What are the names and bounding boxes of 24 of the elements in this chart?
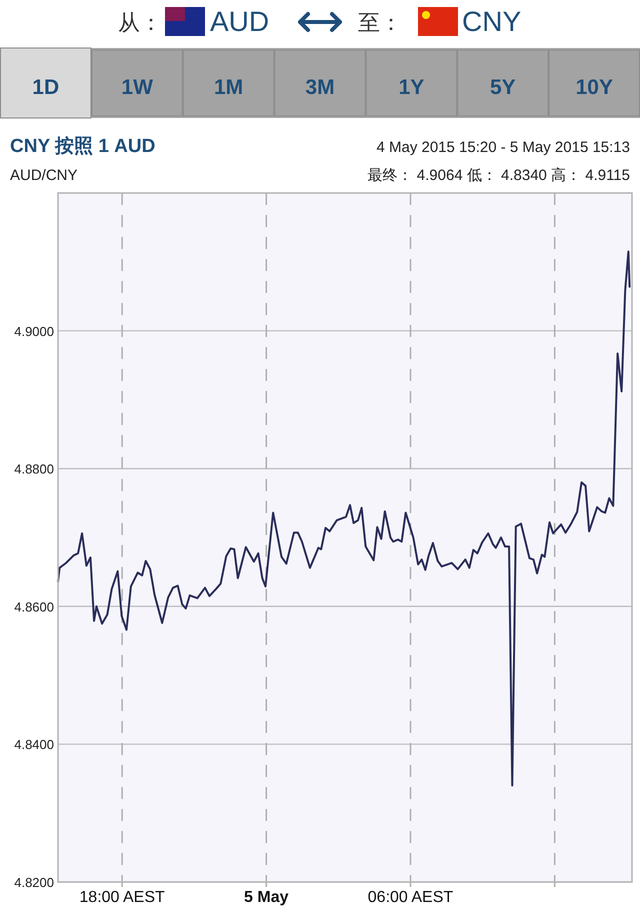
text: 1Y <box>398 76 424 99</box>
text: 1D <box>32 76 60 99</box>
text: 1M <box>214 76 244 99</box>
text: 5Y <box>490 76 516 99</box>
chart-title: CNY 按照 1 AUD <box>10 135 156 157</box>
text: 10Y <box>576 76 613 99</box>
y-tick-label: 4.8800 <box>14 462 54 477</box>
y-tick-label: 4.9000 <box>14 324 54 339</box>
y-tick-label: 4.8600 <box>14 599 54 614</box>
x-tick-label: 5 May <box>244 889 289 906</box>
line-series <box>57 250 631 787</box>
text: AUD <box>210 6 270 37</box>
x-tick-label: 06:00 AEST <box>368 889 454 906</box>
x-tick-label: 18:00 AEST <box>79 889 166 906</box>
y-tick-label: 4.8200 <box>14 875 54 890</box>
text: 4 May 2015 15:20 - 5 May 2015 15:13 <box>376 139 630 156</box>
text: 从： <box>118 10 162 35</box>
text: 3M <box>305 76 335 99</box>
text: 至： <box>358 10 402 35</box>
text: 1W <box>121 76 154 99</box>
y-tick-label: 4.8400 <box>14 737 54 752</box>
text: 最终： 4.9064 低： 4.8340 高： 4.9115 <box>368 167 630 184</box>
text: CNY <box>462 6 522 37</box>
chart-subtitle: AUD/CNY <box>10 167 78 184</box>
